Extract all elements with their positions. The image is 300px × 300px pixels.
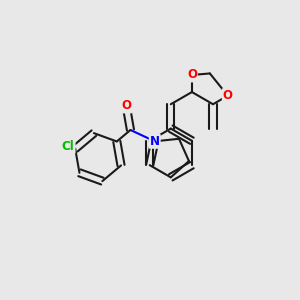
Text: Cl: Cl [62, 140, 75, 153]
Text: O: O [121, 100, 131, 112]
Text: O: O [223, 89, 233, 102]
Text: N: N [150, 135, 160, 148]
Text: O: O [187, 68, 197, 82]
